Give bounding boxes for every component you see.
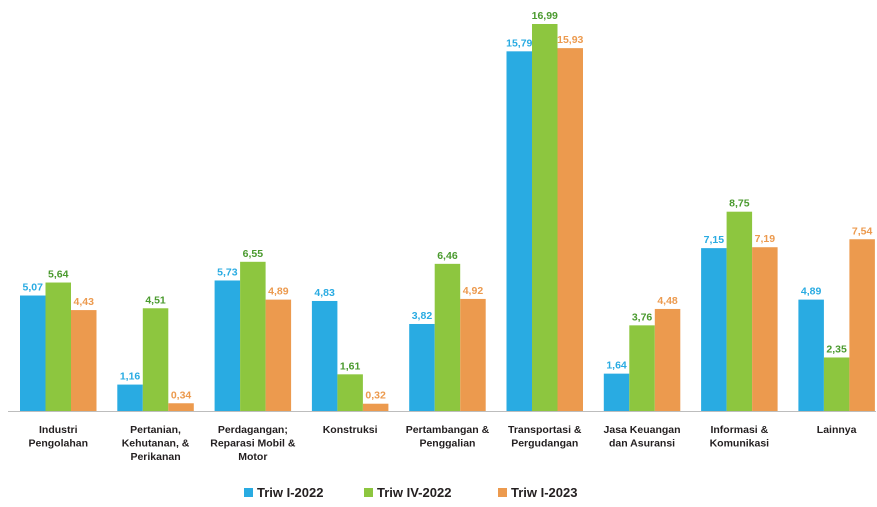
category-label-5: Pertambangan & Penggalian	[406, 424, 490, 450]
value-label: 15,79	[506, 37, 532, 49]
category-label-2: Pertanian, Kehutanan, & Perikanan	[122, 424, 190, 463]
legend: Triw I-2022 Triw IV-2022 Triw I-2023	[244, 485, 577, 500]
value-labels-layer: 5,07 5,64 4,43 1,16 4,51 0,34 5,73 6,55 4,89 4,83…	[23, 10, 873, 402]
value-label: 3,82	[412, 310, 433, 322]
bar-1-cat-5	[409, 323, 435, 411]
value-label: 5,07	[23, 282, 44, 294]
bar-2-cat-7	[629, 325, 655, 411]
bar-3-cat-9	[849, 239, 875, 411]
bar-3-cat-5	[460, 298, 486, 411]
category-label-9: Lainnya	[817, 424, 857, 436]
value-label: 6,55	[243, 248, 264, 260]
value-label: 2,35	[826, 343, 847, 355]
legend-swatch-3	[498, 488, 507, 497]
bar-1-cat-4	[311, 300, 338, 411]
value-label: 3,76	[632, 311, 653, 323]
bar-3-cat-7	[654, 308, 681, 411]
bar-3-cat-6	[557, 48, 583, 411]
value-label: 7,15	[704, 234, 725, 246]
bar-1-cat-8	[701, 248, 727, 411]
category-label-7: Jasa Keuangan dan Asuransi	[604, 424, 681, 450]
value-label: 0,34	[171, 389, 192, 401]
legend-label-3: Triw I-2023	[511, 485, 577, 500]
value-label: 1,64	[606, 360, 627, 372]
bar-2-cat-1	[45, 282, 71, 411]
value-label: 1,16	[120, 371, 141, 383]
bar-3-cat-1	[71, 310, 97, 411]
value-label: 6,46	[437, 250, 458, 262]
bar-1-cat-6	[506, 51, 532, 411]
bar-1-cat-7	[603, 373, 630, 411]
category-labels-layer: Industri Pengolahan Pertanian, Kehutanan, &…	[28, 424, 856, 463]
bars-layer	[20, 24, 875, 411]
value-label: 4,48	[657, 295, 678, 307]
category-label-3: Perdagangan; Reparasi Mobil & Motor	[210, 424, 296, 463]
bar-3-cat-4	[362, 403, 389, 411]
bar-2-cat-8	[726, 211, 753, 411]
value-label: 1,61	[340, 360, 361, 372]
bar-1-cat-1	[20, 295, 46, 411]
bar-3-cat-2	[168, 403, 194, 411]
bar-3-cat-3	[265, 299, 292, 411]
value-label: 5,64	[48, 269, 69, 281]
value-label: 7,54	[852, 225, 873, 237]
bar-1-cat-3	[214, 280, 241, 411]
value-label: 5,73	[217, 266, 238, 278]
legend-swatch-2	[364, 488, 373, 497]
bar-2-cat-3	[240, 261, 266, 411]
value-label: 16,99	[532, 10, 558, 22]
category-label-8: Informasi & Komunikasi	[710, 424, 770, 450]
legend-label-2: Triw IV-2022	[377, 485, 451, 500]
bar-2-cat-2	[142, 308, 169, 411]
bar-2-cat-5	[434, 263, 461, 411]
value-label: 4,92	[463, 285, 484, 297]
bar-1-cat-9	[798, 299, 824, 411]
bar-2-cat-9	[823, 357, 850, 411]
bar-2-cat-6	[532, 24, 558, 411]
value-label: 4,51	[145, 294, 166, 306]
legend-swatch-1	[244, 488, 253, 497]
value-label: 4,89	[801, 286, 822, 298]
value-label: 15,93	[557, 34, 583, 46]
value-label: 4,83	[314, 287, 335, 299]
category-label-6: Transportasi & Pergudangan	[508, 424, 582, 450]
value-label: 4,43	[74, 296, 95, 308]
bar-3-cat-8	[752, 247, 778, 411]
category-label-1: Industri Pengolahan	[28, 424, 88, 450]
bar-1-cat-2	[117, 384, 143, 411]
value-label: 4,89	[268, 286, 289, 298]
value-label: 0,32	[365, 390, 386, 402]
legend-label-1: Triw I-2022	[257, 485, 323, 500]
value-label: 7,19	[755, 233, 776, 245]
value-label: 8,75	[729, 198, 750, 210]
bar-2-cat-4	[337, 374, 363, 411]
category-label-4: Konstruksi	[323, 424, 378, 436]
